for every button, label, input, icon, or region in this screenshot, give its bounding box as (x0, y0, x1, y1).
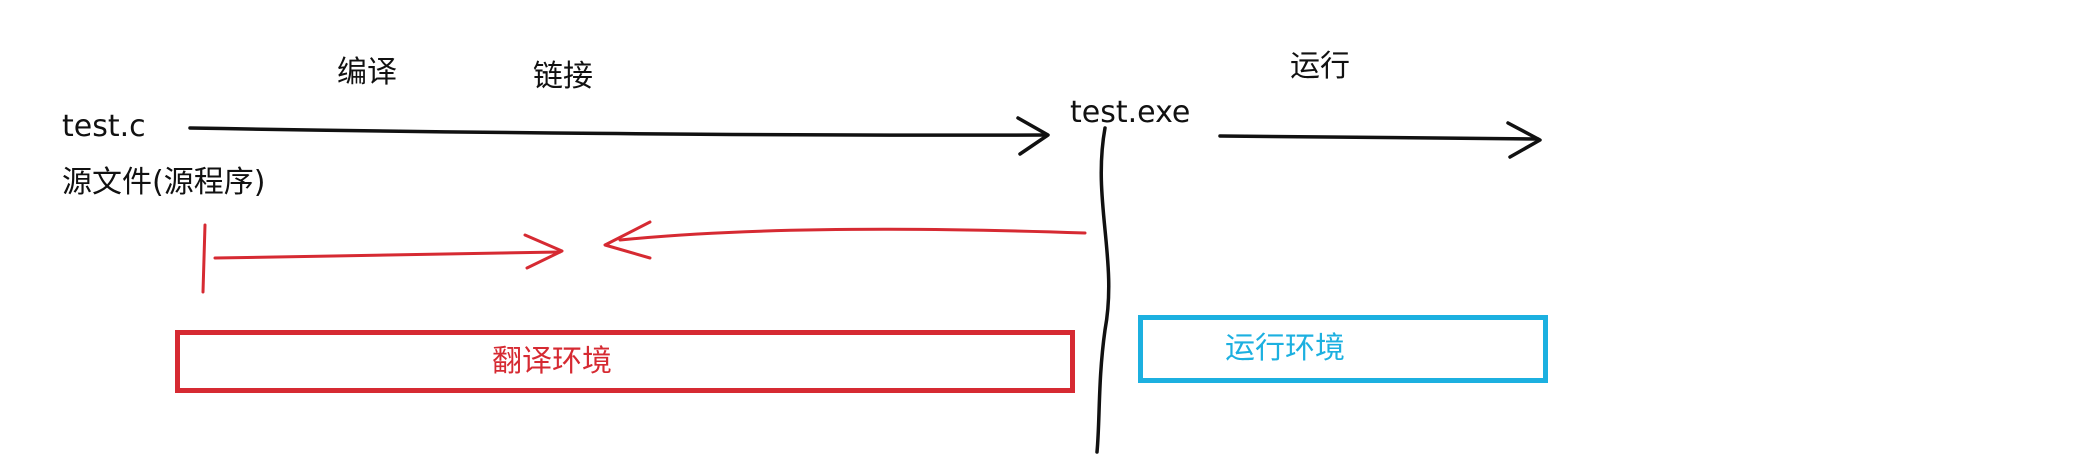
run-arrow-head (1506, 121, 1542, 159)
compile-link-arrow-head (1016, 116, 1050, 156)
executable-label: test.exe (1070, 95, 1191, 130)
compile-label: 编译 (337, 55, 397, 90)
runtime-environment-box: 运行环境 (1138, 315, 1548, 383)
link-label: 链接 (533, 59, 593, 94)
run-label: 运行 (1290, 49, 1350, 84)
translation-start-tick (201, 223, 207, 294)
translation-backward-arrow-line (618, 227, 1087, 242)
translation-forward-arrow-head (523, 233, 564, 270)
compile-link-arrow-line (188, 126, 1047, 137)
translation-environment-box: 翻译环境 (175, 330, 1075, 393)
run-arrow-line (1218, 134, 1540, 141)
environment-divider-line (1095, 126, 1111, 454)
source-file-label: test.c (62, 109, 146, 144)
source-file-description: 源文件(源程序) (62, 165, 266, 200)
translation-environment-label: 翻译环境 (492, 343, 612, 379)
translation-forward-arrow-line (213, 250, 562, 260)
translation-backward-arrow-head (603, 220, 652, 260)
runtime-environment-label: 运行环境 (1225, 331, 1345, 366)
